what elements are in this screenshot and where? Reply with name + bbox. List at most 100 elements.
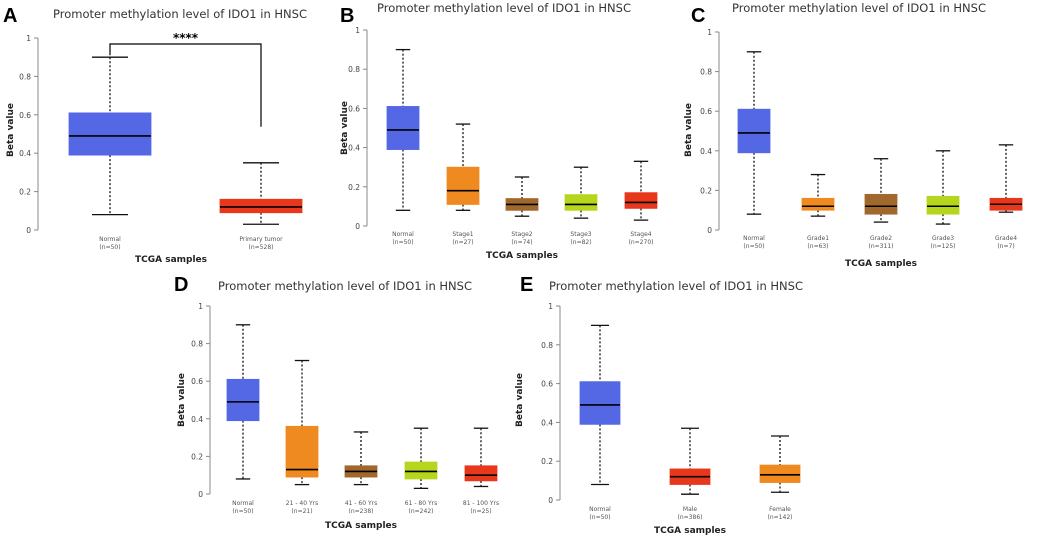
y-tick-label: 0.6 [541,380,553,389]
x-axis-label: TCGA samples [654,526,726,536]
category-count: (n=311) [869,243,894,250]
category-count: (n=74) [511,239,532,246]
iqr-box [759,464,801,483]
y-tick-label: 0.4 [191,415,203,424]
category-count: (n=50) [99,244,120,251]
box-stage1: Stage1(n=27) [446,123,480,246]
x-axis-label: TCGA samples [135,255,207,265]
x-axis-label: TCGA samples [486,251,558,261]
y-tick-label: 0.8 [541,341,553,350]
y-axis-label: Beta value [684,103,694,157]
iqr-box [219,198,303,214]
category-count: (n=7) [997,243,1014,250]
iqr-box [801,197,835,211]
iqr-box [864,193,898,215]
category-label: Normal [232,500,254,507]
category-count: (n=50) [232,508,253,515]
y-tick-label: 1 [355,26,360,35]
category-label: Female [769,506,791,513]
iqr-box [446,166,480,205]
x-axis-label: TCGA samples [325,521,397,531]
significance-bracket [109,43,262,127]
box-grade2: Grade2(n=311) [864,158,898,250]
category-count: (n=50) [589,514,610,521]
box-normal: Normal(n=50) [386,48,420,246]
box-primary-tumor: Primary tumor(n=528) [219,162,303,251]
y-tick-label: 0.2 [191,452,203,461]
category-count: (n=25) [470,508,491,515]
box-61-80-yrs: 61 - 80 Yrs(n=242) [404,427,438,515]
category-label: 21 - 40 Yrs [286,500,318,507]
category-label: Normal [392,231,414,238]
chart-title: Promoter methylation level of IDO1 in HN… [377,1,631,15]
panel-b: B Promoter methylation level of IDO1 in H… [340,1,658,261]
box-stage3: Stage3(n=82) [564,166,598,246]
category-count: (n=142) [768,514,793,521]
panel-letter: B [340,5,354,27]
box-normal: Normal(n=50) [579,324,621,521]
y-tick-label: 0.8 [700,68,712,77]
y-tick-label: 0 [548,496,553,505]
y-tick-label: 0.8 [348,65,360,74]
box-male: Male(n=386) [669,427,711,521]
category-label: Grade2 [870,235,892,242]
category-label: Grade4 [995,235,1017,242]
y-axis-label: Beta value [177,373,187,427]
y-tick-label: 0.2 [19,188,31,197]
category-count: (n=270) [629,239,654,246]
category-label: Normal [589,506,611,513]
y-tick-label: 0 [26,226,31,235]
category-count: (n=125) [931,243,956,250]
box-normal: Normal(n=50) [226,324,260,515]
category-label: Stage2 [511,231,532,238]
y-tick-label: 0.8 [19,72,31,81]
category-label: Stage1 [452,231,473,238]
category-count: (n=27) [452,239,473,246]
y-tick-label: 1 [26,34,31,43]
y-tick-label: 0 [707,226,712,235]
box-grade4: Grade4(n=7) [989,144,1023,250]
chart-title: Promoter methylation level of IDO1 in HN… [732,1,986,15]
y-axis-label: Beta value [515,373,525,427]
box-stage2: Stage2(n=74) [505,176,539,246]
category-count: (n=238) [349,508,374,515]
y-tick-label: 0.4 [348,144,360,153]
box-normal: Normal(n=50) [68,56,152,251]
y-axis-label: Beta value [340,101,350,155]
category-count: (n=50) [392,239,413,246]
iqr-box [68,112,152,156]
iqr-box [564,194,598,211]
y-tick-label: 0 [355,222,360,231]
y-tick-label: 0.4 [19,149,31,158]
panel-letter: A [3,5,17,27]
iqr-box [737,108,771,154]
significance-stars: **** [173,31,199,45]
y-tick-label: 0.6 [19,111,31,120]
x-axis-label: TCGA samples [845,259,917,269]
iqr-box [624,192,658,209]
category-label: Normal [99,236,121,243]
box-41-60-yrs: 41 - 60 Yrs(n=238) [344,431,378,515]
y-tick-label: 0.4 [541,418,553,427]
y-tick-label: 0.2 [348,183,360,192]
y-tick-label: 0 [198,490,203,499]
category-label: Stage4 [630,231,651,238]
y-tick-label: 1 [548,302,553,311]
category-label: 81 - 100 Yrs [463,500,499,507]
y-tick-label: 0.2 [700,186,712,195]
panel-letter: C [691,5,705,27]
iqr-box [386,106,420,150]
category-label: Normal [743,235,765,242]
box-stage4: Stage4(n=270) [624,160,658,246]
iqr-box [464,465,498,482]
category-count: (n=21) [291,508,312,515]
iqr-box [226,378,260,422]
y-tick-label: 0.2 [541,457,553,466]
y-tick-label: 0.6 [191,377,203,386]
y-tick-label: 0.6 [700,107,712,116]
panel-letter: E [520,274,533,296]
box-normal: Normal(n=50) [737,51,771,250]
chart-title: Promoter methylation level of IDO1 in HN… [53,7,307,21]
category-label: 61 - 80 Yrs [405,500,437,507]
